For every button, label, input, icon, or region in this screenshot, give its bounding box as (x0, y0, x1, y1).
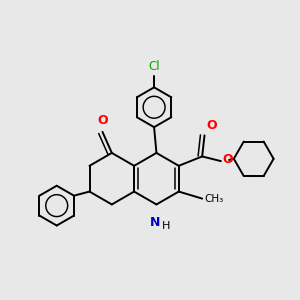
Text: O: O (97, 114, 108, 127)
Text: CH₃: CH₃ (205, 194, 224, 204)
Text: O: O (222, 154, 233, 166)
Text: H: H (162, 221, 171, 231)
Text: N: N (150, 216, 160, 229)
Text: Cl: Cl (148, 60, 160, 73)
Text: O: O (207, 119, 217, 132)
